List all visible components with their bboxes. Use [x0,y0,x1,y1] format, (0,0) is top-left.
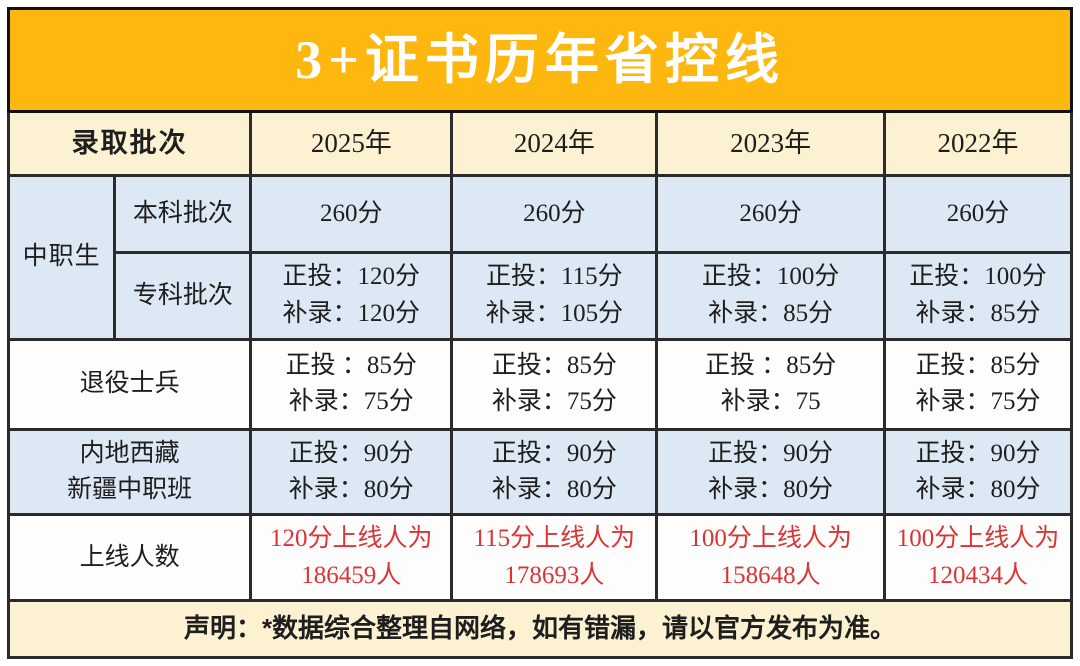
row-neidi: 内地西藏 新疆中职班 正投：90分 补录：80分 正投：90分 补录：80分 正… [6,428,1074,516]
cell-line-supplement: 补录：80分 [915,476,1041,503]
cell-line-regular: 正投：100分 [701,263,840,291]
cell-line-supplement: 补录：85分 [915,299,1041,327]
cell-line-supplement: 补录：75分 [288,388,414,416]
cell-line-supplement: 补录：80分 [288,476,414,503]
col-header-year-2025: 2025年 [249,109,454,178]
col-header-batch: 录取批次 [6,109,253,178]
cell-line-supplement: 补录：105分 [485,299,624,327]
cell-line-count: 120434人 [927,561,1028,589]
cell-line-regular: 正投：120分 [282,263,421,291]
cell-zhuanke-2024: 正投：115分 补录：105分 [450,250,659,341]
cell-benke-2022: 260分 [882,174,1074,254]
cell-benke-2024: 260分 [450,174,659,254]
footer-row: 声明：*数据综合整理自网络，如有错漏，请以官方发布为准。 [7,599,1073,659]
cell-line-threshold: 100分上线人为 [689,525,852,553]
cell-line-regular: 正投：90分 [491,439,617,467]
cell-line-supplement: 补录：85分 [708,299,834,327]
cell-line-regular: 正投：100分 [909,263,1047,291]
cell-line-regular: 正投：85分 [491,352,617,380]
cell-line-supplement: 补录：120分 [282,299,421,327]
col-header-year-2024: 2024年 [450,109,659,178]
cell-line-count: 178693人 [504,561,605,589]
cell-line-threshold: 120分上线人为 [270,525,433,553]
cell-zhuanke-2023: 正投：100分 补录：85分 [655,250,886,341]
cell-tuiyi-2024: 正投：85分 补录：75分 [450,337,659,432]
score-table: 3+证书历年省控线 录取批次 2025年 2024年 2023年 2022年 中… [6,7,1074,659]
cell-neidi-2025: 正投：90分 补录：80分 [249,428,454,516]
cell-line-supplement: 补录：75 [720,388,821,416]
cell-line-threshold: 100分上线人为 [896,525,1060,553]
title-row: 3+证书历年省控线 [7,7,1073,113]
row-label-benke: 本科批次 [113,174,253,254]
cell-shangxian-2022: 100分上线人为 120434人 [882,512,1074,603]
cell-shangxian-2025: 120分上线人为 186459人 [249,512,454,603]
cell-line-regular: 正投：90分 [915,439,1041,467]
row-group-label-zhongzhisheng: 中职生 [6,174,117,341]
cell-benke-2025: 260分 [249,174,454,254]
cell-tuiyi-2025: 正投 ：85分 补录：75分 [249,337,454,432]
cell-zhuanke-2025: 正投：120分 补录：120分 [249,250,454,341]
row-zhuanke: 专科批次 正投：120分 补录：120分 正投：115分 补录：105分 正投：… [9,250,1074,341]
cell-neidi-2023: 正投：90分 补录：80分 [655,428,886,516]
col-header-year-2022: 2022年 [882,109,1074,178]
col-header-year-2023: 2023年 [655,109,886,178]
cell-shangxian-2023: 100分上线人为 158648人 [655,512,886,603]
cell-line-count: 158648人 [720,561,821,589]
cell-zhuanke-2022: 正投：100分 补录：85分 [882,250,1074,341]
row-benke: 中职生 本科批次 260分 260分 260分 260分 [6,174,1074,341]
cell-line-threshold: 115分上线人为 [473,525,636,553]
cell-line-supplement: 补录：75分 [915,388,1041,416]
disclaimer-text: 声明：*数据综合整理自网络，如有错漏，请以官方发布为准。 [7,599,1073,659]
row-label-shangxian: 上线人数 [6,512,253,603]
cell-neidi-2022: 正投：90分 补录：80分 [882,428,1074,516]
cell-line-supplement: 补录：75分 [491,388,617,416]
cell-line-regular: 正投：90分 [288,439,414,467]
row-tuiyi: 退役士兵 正投 ：85分 补录：75分 正投：85分 补录：75分 正投 ：85… [6,337,1074,432]
row-shangxian: 上线人数 120分上线人为 186459人 115分上线人为 178693人 1… [6,512,1074,603]
cell-line-regular: 正投 ：85分 [705,352,837,380]
row-label-line1: 内地西藏 [79,439,180,467]
cell-line-supplement: 补录：80分 [708,476,834,503]
cell-line-count: 186459人 [301,561,402,589]
row-label-tuiyi: 退役士兵 [6,337,253,432]
cell-line-regular: 正投：85分 [915,352,1041,380]
row-label-zhuanke: 专科批次 [113,250,253,341]
cell-benke-2023: 260分 [655,174,886,254]
cell-line-regular: 正投：90分 [708,439,834,467]
header-row: 录取批次 2025年 2024年 2023年 2022年 [6,109,1074,178]
cell-shangxian-2024: 115分上线人为 178693人 [450,512,659,603]
row-label-neidi: 内地西藏 新疆中职班 [6,428,253,516]
cell-tuiyi-2022: 正投：85分 补录：75分 [882,337,1074,432]
cell-line-supplement: 补录：80分 [491,476,617,503]
page-title: 3+证书历年省控线 [7,7,1073,113]
cell-line-regular: 正投 ：85分 [285,352,417,380]
cell-neidi-2024: 正投：90分 补录：80分 [450,428,659,516]
row-label-line2: 新疆中职班 [67,476,193,503]
cell-line-regular: 正投：115分 [486,263,623,291]
cell-tuiyi-2023: 正投 ：85分 补录：75 [655,337,886,432]
